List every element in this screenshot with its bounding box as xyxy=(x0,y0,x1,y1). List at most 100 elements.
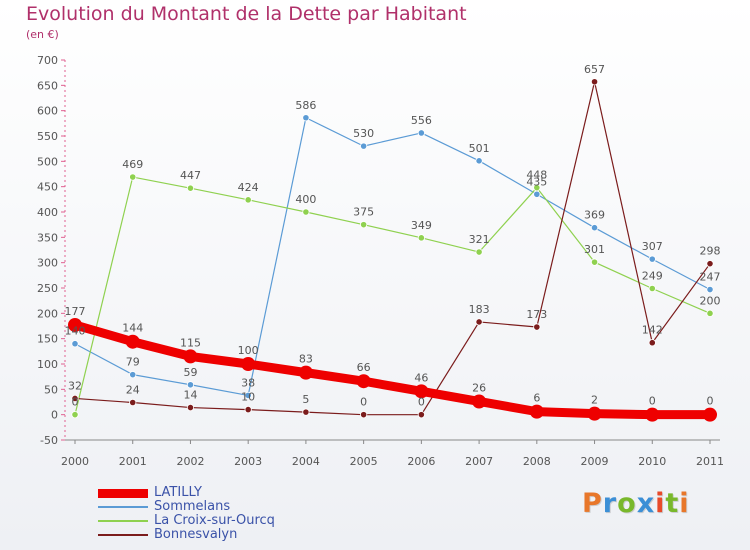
logo-letter: i xyxy=(655,488,666,519)
y-tick-label: 150 xyxy=(37,333,58,346)
data-label: 66 xyxy=(357,361,371,374)
data-label: 307 xyxy=(642,240,663,253)
data-label: 140 xyxy=(65,325,86,338)
data-label: 435 xyxy=(526,175,547,188)
data-label: 0 xyxy=(649,395,656,408)
x-tick-label: 2010 xyxy=(638,455,666,468)
data-point-1 xyxy=(417,129,425,137)
legend: LATILLY Sommelans La Croix-sur-Ourcq Bonnes… xyxy=(98,486,275,542)
legend-item: Bonnesvalyn xyxy=(98,528,275,542)
data-label: 0 xyxy=(360,396,367,409)
y-tick-label: 500 xyxy=(37,155,58,168)
data-point-0 xyxy=(587,406,602,421)
data-label: 247 xyxy=(700,271,721,284)
data-point-2 xyxy=(186,184,195,192)
data-label: 586 xyxy=(295,99,316,112)
x-tick-label: 2003 xyxy=(234,455,262,468)
data-label: 0 xyxy=(72,396,79,409)
data-point-0 xyxy=(414,384,429,399)
data-label: 249 xyxy=(642,270,663,283)
data-point-2 xyxy=(590,258,599,266)
x-tick-label: 2011 xyxy=(696,455,724,468)
data-point-2 xyxy=(71,411,79,419)
y-tick-label: 550 xyxy=(37,130,58,143)
data-point-0 xyxy=(183,349,198,364)
x-tick-label: 2009 xyxy=(581,455,609,468)
data-point-2 xyxy=(302,208,310,216)
legend-label: La Croix-sur-Ourcq xyxy=(154,513,275,528)
data-point-3 xyxy=(533,323,541,331)
data-label: 530 xyxy=(353,127,374,140)
y-tick-label: 400 xyxy=(37,206,58,219)
data-label: 5 xyxy=(302,393,309,406)
data-point-1 xyxy=(186,381,195,389)
data-point-2 xyxy=(129,173,137,181)
series-line-1 xyxy=(74,117,711,397)
data-label: 200 xyxy=(700,294,721,307)
legend-swatch xyxy=(98,520,148,522)
data-label: 501 xyxy=(469,142,490,155)
data-point-2 xyxy=(417,234,425,242)
x-tick-label: 2008 xyxy=(523,455,551,468)
data-label: 2 xyxy=(591,394,598,407)
data-label: 301 xyxy=(584,243,605,256)
data-point-3 xyxy=(186,403,195,412)
legend-item: Sommelans xyxy=(98,500,275,514)
legend-label: LATILLY xyxy=(154,485,202,500)
logo-letter: r xyxy=(602,488,618,519)
data-point-1 xyxy=(475,157,483,165)
data-point-1 xyxy=(360,142,368,150)
legend-swatch xyxy=(98,488,148,498)
data-label: 32 xyxy=(68,379,82,392)
series-line-2 xyxy=(74,176,711,416)
data-label: 115 xyxy=(180,336,201,349)
logo-letter: i xyxy=(679,488,690,519)
data-point-3 xyxy=(475,318,483,326)
data-label: 657 xyxy=(584,63,605,76)
legend-item: LATILLY xyxy=(98,486,275,500)
data-point-3 xyxy=(129,398,137,407)
data-label: 10 xyxy=(241,391,255,404)
data-label: 24 xyxy=(126,384,140,397)
data-label: 183 xyxy=(469,303,490,316)
data-label: 83 xyxy=(299,353,313,366)
series-line-3 xyxy=(74,81,711,416)
data-point-2 xyxy=(648,284,656,293)
data-label: 26 xyxy=(472,381,486,394)
data-label: 298 xyxy=(700,245,721,258)
data-point-0 xyxy=(356,374,371,389)
x-tick-label: 2004 xyxy=(292,455,320,468)
y-tick-label: 600 xyxy=(37,105,58,118)
data-point-3 xyxy=(648,339,656,347)
data-label: 0 xyxy=(418,396,425,409)
x-tick-label: 2002 xyxy=(176,455,204,468)
data-point-2 xyxy=(360,221,368,229)
logo-letter: o xyxy=(617,488,637,519)
y-tick-label: 200 xyxy=(37,307,58,320)
data-label: 375 xyxy=(353,206,374,219)
data-point-1 xyxy=(648,255,656,263)
data-point-3 xyxy=(302,408,310,416)
y-tick-label: 350 xyxy=(37,231,58,244)
x-tick-label: 2000 xyxy=(61,455,89,468)
chart-unit: (en €) xyxy=(26,28,59,41)
y-tick-label: 0 xyxy=(51,409,58,422)
data-label: 369 xyxy=(584,209,605,222)
data-point-0 xyxy=(241,357,256,371)
legend-label: Sommelans xyxy=(154,499,231,514)
data-label: 79 xyxy=(126,356,140,369)
data-point-1 xyxy=(129,371,137,379)
data-label: 447 xyxy=(180,169,201,182)
x-tick-label: 2006 xyxy=(407,455,435,468)
y-tick-label: 100 xyxy=(37,358,58,371)
data-point-3 xyxy=(71,394,79,403)
data-point-0 xyxy=(703,407,717,422)
x-tick-label: 2005 xyxy=(350,455,378,468)
y-tick-label: 300 xyxy=(37,257,58,270)
data-point-0 xyxy=(529,404,544,419)
data-point-2 xyxy=(533,184,541,192)
y-tick-label: 50 xyxy=(44,383,58,396)
legend-swatch xyxy=(98,534,148,536)
data-label: 59 xyxy=(183,366,197,379)
data-point-0 xyxy=(68,317,82,332)
